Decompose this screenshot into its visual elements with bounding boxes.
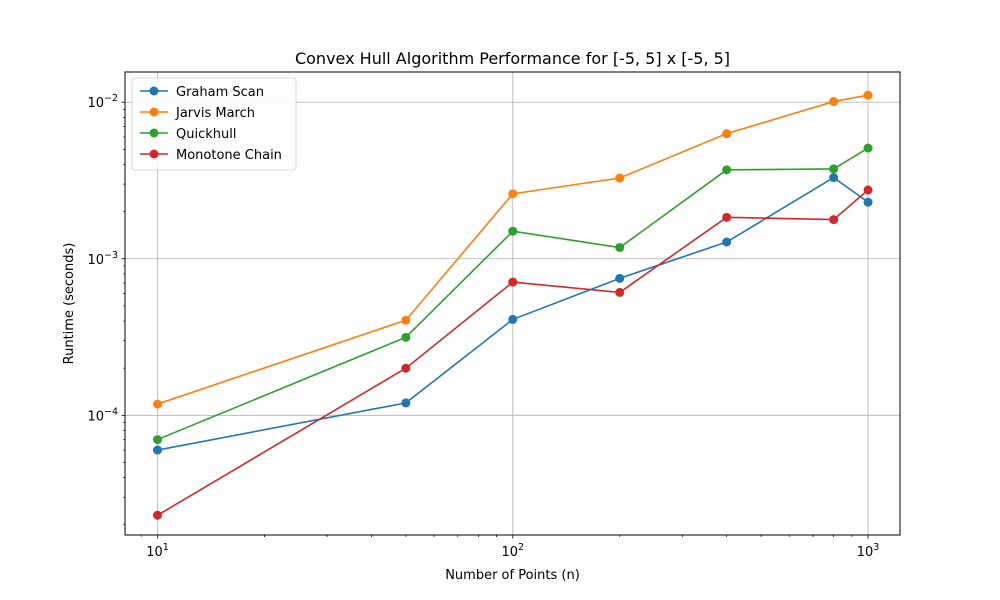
data-point — [615, 243, 625, 253]
data-point — [863, 197, 873, 207]
legend-item: Jarvis March — [140, 106, 255, 121]
x-tick-label: 102 — [501, 542, 524, 560]
data-point — [615, 287, 625, 297]
data-point — [401, 398, 411, 408]
legend-item: Graham Scan — [140, 85, 264, 100]
x-axis-label: Number of Points (n) — [445, 568, 580, 583]
legend-item: Quickhull — [140, 127, 236, 142]
data-point — [863, 90, 873, 100]
legend-box — [131, 77, 297, 171]
data-point — [829, 164, 839, 174]
legend: Graham Scan Jarvis March Quickhull Monotone… — [131, 77, 297, 171]
series-graham-scan — [153, 173, 873, 455]
y-axis-label: Runtime (seconds) — [62, 243, 77, 365]
data-point — [401, 315, 411, 325]
data-point — [829, 97, 839, 107]
data-point — [401, 332, 411, 342]
legend-swatch-marker — [149, 86, 159, 96]
legend-swatch-marker — [149, 128, 159, 138]
data-point — [722, 165, 732, 175]
series-quickhull — [153, 143, 873, 445]
data-point — [829, 215, 839, 225]
legend-label: Quickhull — [176, 127, 236, 142]
data-point — [722, 237, 732, 247]
legend-swatch-marker — [149, 149, 159, 159]
data-point — [508, 314, 518, 324]
y-tick-label: 10−4 — [87, 406, 118, 424]
legend-swatch-marker — [149, 107, 159, 117]
data-point — [508, 226, 518, 236]
legend-label: Graham Scan — [176, 85, 264, 100]
axis-ticks: 101 102 103 10−4 10−3 10−2 — [87, 93, 879, 560]
data-point — [508, 277, 518, 287]
legend-label: Monotone Chain — [176, 148, 282, 163]
data-point — [508, 189, 518, 199]
series-monotone-chain — [153, 185, 873, 520]
legend-item: Monotone Chain — [140, 148, 282, 163]
data-point — [722, 212, 732, 222]
data-point — [829, 173, 839, 183]
data-point — [615, 273, 625, 283]
series-jarvis-march — [153, 90, 873, 409]
data-point — [153, 510, 163, 520]
y-tick-label: 10−2 — [87, 93, 118, 111]
data-point — [153, 399, 163, 409]
x-tick-label: 101 — [146, 542, 169, 560]
legend-label: Jarvis March — [175, 106, 255, 121]
series-lines — [153, 90, 873, 520]
y-tick-label: 10−3 — [87, 250, 118, 268]
x-tick-label: 103 — [857, 542, 880, 560]
data-point — [153, 445, 163, 455]
chart-title: Convex Hull Algorithm Performance for [-… — [295, 49, 730, 68]
data-point — [615, 173, 625, 183]
data-point — [863, 143, 873, 153]
data-point — [153, 435, 163, 445]
data-point — [863, 185, 873, 195]
data-point — [401, 363, 411, 373]
data-point — [722, 129, 732, 139]
